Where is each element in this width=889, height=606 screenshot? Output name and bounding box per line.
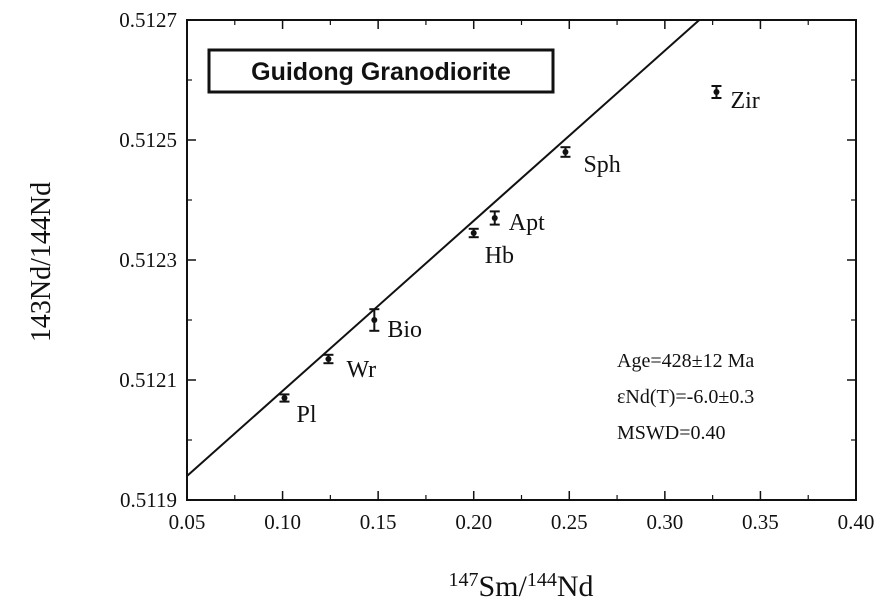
annotation-mswd: MSWD=0.40: [617, 422, 726, 444]
x-axis-label-base1: Sm/: [478, 570, 527, 603]
point-label: Apt: [509, 210, 545, 236]
data-point: [491, 215, 498, 221]
x-tick-label: 0.05: [169, 510, 206, 534]
x-tick-label: 0.35: [742, 510, 779, 534]
x-axis-label-sup1: 147: [448, 569, 478, 591]
y-tick-label: 0.5123: [119, 248, 177, 272]
point-label: Bio: [387, 317, 422, 343]
data-point: [325, 356, 332, 362]
isochron-line: [186, 19, 700, 477]
x-axis-label-sup2: 144: [527, 569, 557, 591]
x-tick-label: 0.40: [838, 510, 875, 534]
x-tick-label: 0.10: [264, 510, 301, 534]
data-point: [470, 230, 477, 236]
point-label: Zir: [730, 88, 759, 114]
x-tick-label: 0.25: [551, 510, 588, 534]
data-point: [281, 395, 288, 401]
chart-title: Guidong Granodiorite: [251, 58, 511, 86]
x-axis-label: 147Sm/144Nd: [448, 569, 593, 603]
data-point: [713, 89, 720, 95]
point-label: Hb: [485, 243, 514, 269]
point-label: Wr: [346, 357, 376, 383]
y-tick-label: 0.5127: [119, 8, 177, 32]
x-tick-label: 0.20: [455, 510, 492, 534]
y-axis-label-base2: Nd: [26, 182, 57, 216]
y-axis-label-sup1: 143: [26, 300, 57, 342]
x-axis-label-base2: Nd: [557, 570, 594, 603]
annotation-age: Age=428±12 Ma: [617, 350, 754, 372]
data-point: [371, 317, 378, 323]
chart-title-box: [207, 48, 555, 94]
y-axis-label: 143Nd/144Nd: [26, 182, 57, 342]
x-tick-label: 0.15: [360, 510, 397, 534]
y-axis-label-sup2: 144: [26, 216, 57, 258]
point-label: Sph: [583, 152, 620, 178]
y-tick-label: 0.5119: [120, 488, 177, 512]
x-tick-label: 0.30: [646, 510, 683, 534]
data-point: [562, 149, 569, 155]
y-tick-label: 0.5121: [119, 368, 177, 392]
y-tick-label: 0.5125: [119, 128, 177, 152]
point-label: Pl: [296, 402, 316, 428]
annotation-end: εNd(T)=-6.0±0.3: [617, 386, 754, 408]
y-axis-label-base1: Nd/: [26, 258, 57, 300]
